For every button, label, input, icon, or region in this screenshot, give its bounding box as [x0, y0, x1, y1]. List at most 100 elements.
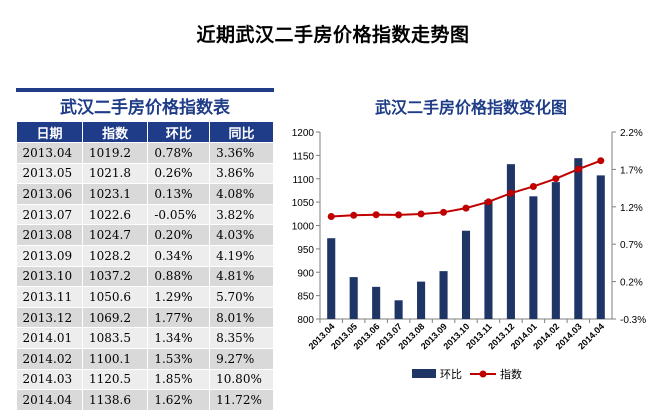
left-tick-label: 1050 [292, 198, 315, 209]
table-row: 2014.01 1083.5 1.34% 8.35% [16, 327, 274, 349]
header-index: 指数 [81, 121, 149, 143]
line-point [574, 165, 582, 173]
header-date: 日期 [16, 121, 83, 143]
table-row: 2013.10 1037.2 0.88% 4.81% [16, 266, 274, 288]
cell-index: 1100.1 [82, 348, 149, 370]
legend-line-marker [479, 370, 487, 378]
cell-index: 1028.2 [82, 245, 149, 267]
cell-yoy: 4.81% [209, 266, 274, 288]
bar-mom [529, 196, 538, 319]
header-yoy: 同比 [209, 121, 274, 143]
cell-date: 2013.06 [16, 183, 83, 205]
chart-title: 武汉二手房价格指数变化图 [374, 98, 567, 117]
cell-date: 2014.02 [16, 348, 83, 370]
bar-mom [394, 300, 403, 319]
cell-yoy: 3.36% [209, 142, 274, 164]
line-point [597, 157, 605, 165]
cell-mom: 0.13% [147, 183, 211, 205]
line-point [372, 211, 380, 219]
legend-line-label: 指数 [500, 367, 522, 381]
cell-mom: 0.78% [147, 142, 211, 164]
left-tick-label: 850 [297, 292, 314, 303]
cell-index: 1023.1 [82, 183, 149, 205]
right-tick-label: -0.3% [620, 315, 646, 326]
cell-date: 2014.03 [16, 369, 83, 391]
cell-mom: -0.05% [147, 204, 211, 226]
left-tick-label: 900 [297, 268, 314, 279]
table-row: 2013.04 1019.2 0.78% 3.36% [16, 142, 274, 164]
cell-yoy: 4.08% [209, 183, 274, 205]
cell-mom: 1.77% [147, 307, 211, 329]
cell-mom: 1.34% [147, 327, 211, 349]
cell-mom: 1.62% [147, 389, 211, 411]
bar-mom [461, 230, 471, 319]
cell-date: 2014.04 [16, 389, 83, 411]
line-point [484, 198, 492, 206]
line-point [417, 210, 425, 218]
bar-mom [506, 164, 515, 319]
line-point [462, 204, 470, 212]
cell-index: 1021.8 [82, 163, 149, 185]
bar-mom [596, 175, 605, 319]
cell-date: 2013.09 [16, 245, 83, 267]
left-tick-label: 1200 [292, 128, 315, 139]
cell-date: 2013.10 [16, 266, 83, 288]
table-row: 2014.03 1120.5 1.85% 10.80% [16, 369, 274, 391]
right-tick-label: 0.2% [620, 278, 643, 289]
cell-index: 1037.2 [82, 266, 149, 288]
header-mom: 环比 [147, 121, 211, 143]
cell-index: 1050.6 [82, 286, 149, 308]
right-tick-label: 1.2% [620, 203, 643, 214]
left-tick-label: 950 [297, 245, 314, 256]
cell-index: 1024.7 [82, 224, 149, 246]
table-row: 2014.04 1138.6 1.62% 11.72% [16, 389, 274, 411]
line-point [529, 182, 537, 190]
cell-yoy: 11.72% [209, 389, 274, 411]
left-tick-label: 1150 [292, 151, 314, 162]
right-tick-label: 0.7% [620, 240, 643, 251]
table-row: 2013.07 1022.6 -0.05% 3.82% [16, 204, 274, 226]
bar-mom [349, 277, 358, 319]
legend-bar-swatch [412, 369, 436, 378]
table-row: 2013.05 1021.8 0.26% 3.86% [16, 163, 274, 185]
right-tick-label: 2.2% [620, 128, 643, 139]
cell-index: 1120.5 [82, 369, 149, 391]
cell-yoy: 4.03% [209, 224, 274, 246]
cell-date: 2013.04 [16, 142, 83, 164]
cell-index: 1069.2 [82, 307, 149, 329]
cell-mom: 1.29% [147, 286, 211, 308]
cell-mom: 1.53% [147, 348, 211, 370]
cell-date: 2013.11 [16, 286, 83, 308]
line-point [350, 211, 358, 219]
bar-mom [327, 238, 336, 319]
cell-yoy: 3.82% [209, 204, 274, 226]
cell-date: 2013.05 [16, 163, 83, 185]
cell-yoy: 8.01% [209, 307, 274, 329]
cell-yoy: 8.35% [209, 327, 274, 349]
left-tick-label: 800 [297, 315, 314, 326]
cell-yoy: 10.80% [209, 369, 274, 391]
table-title-rule [16, 88, 274, 92]
cell-mom: 0.88% [147, 266, 211, 288]
table-row: 2013.11 1050.6 1.29% 5.70% [16, 286, 274, 308]
left-tick-label: 1100 [292, 175, 314, 186]
cell-date: 2013.07 [16, 204, 83, 226]
table-row: 2013.09 1028.2 0.34% 4.19% [16, 245, 274, 267]
bar-mom [417, 281, 426, 319]
line-point [395, 211, 403, 219]
table-row: 2013.06 1023.1 0.13% 4.08% [16, 183, 274, 205]
bar-mom [484, 200, 493, 319]
cell-mom: 0.34% [147, 245, 211, 267]
bar-mom [551, 182, 560, 319]
cell-index: 1019.2 [82, 142, 149, 164]
price-index-table: 日期 指数 环比 同比 2013.04 1019.2 0.78% 3.36% 2013.… [16, 121, 274, 411]
cell-index: 1138.6 [82, 389, 149, 411]
right-tick-label: 1.7% [620, 165, 643, 176]
legend-bar-label: 环比 [440, 368, 462, 381]
table-row: 2013.08 1024.7 0.20% 4.03% [16, 224, 274, 246]
cell-index: 1083.5 [82, 327, 149, 349]
cell-mom: 0.26% [147, 163, 211, 185]
line-point [507, 189, 515, 197]
cell-date: 2013.08 [16, 224, 83, 246]
